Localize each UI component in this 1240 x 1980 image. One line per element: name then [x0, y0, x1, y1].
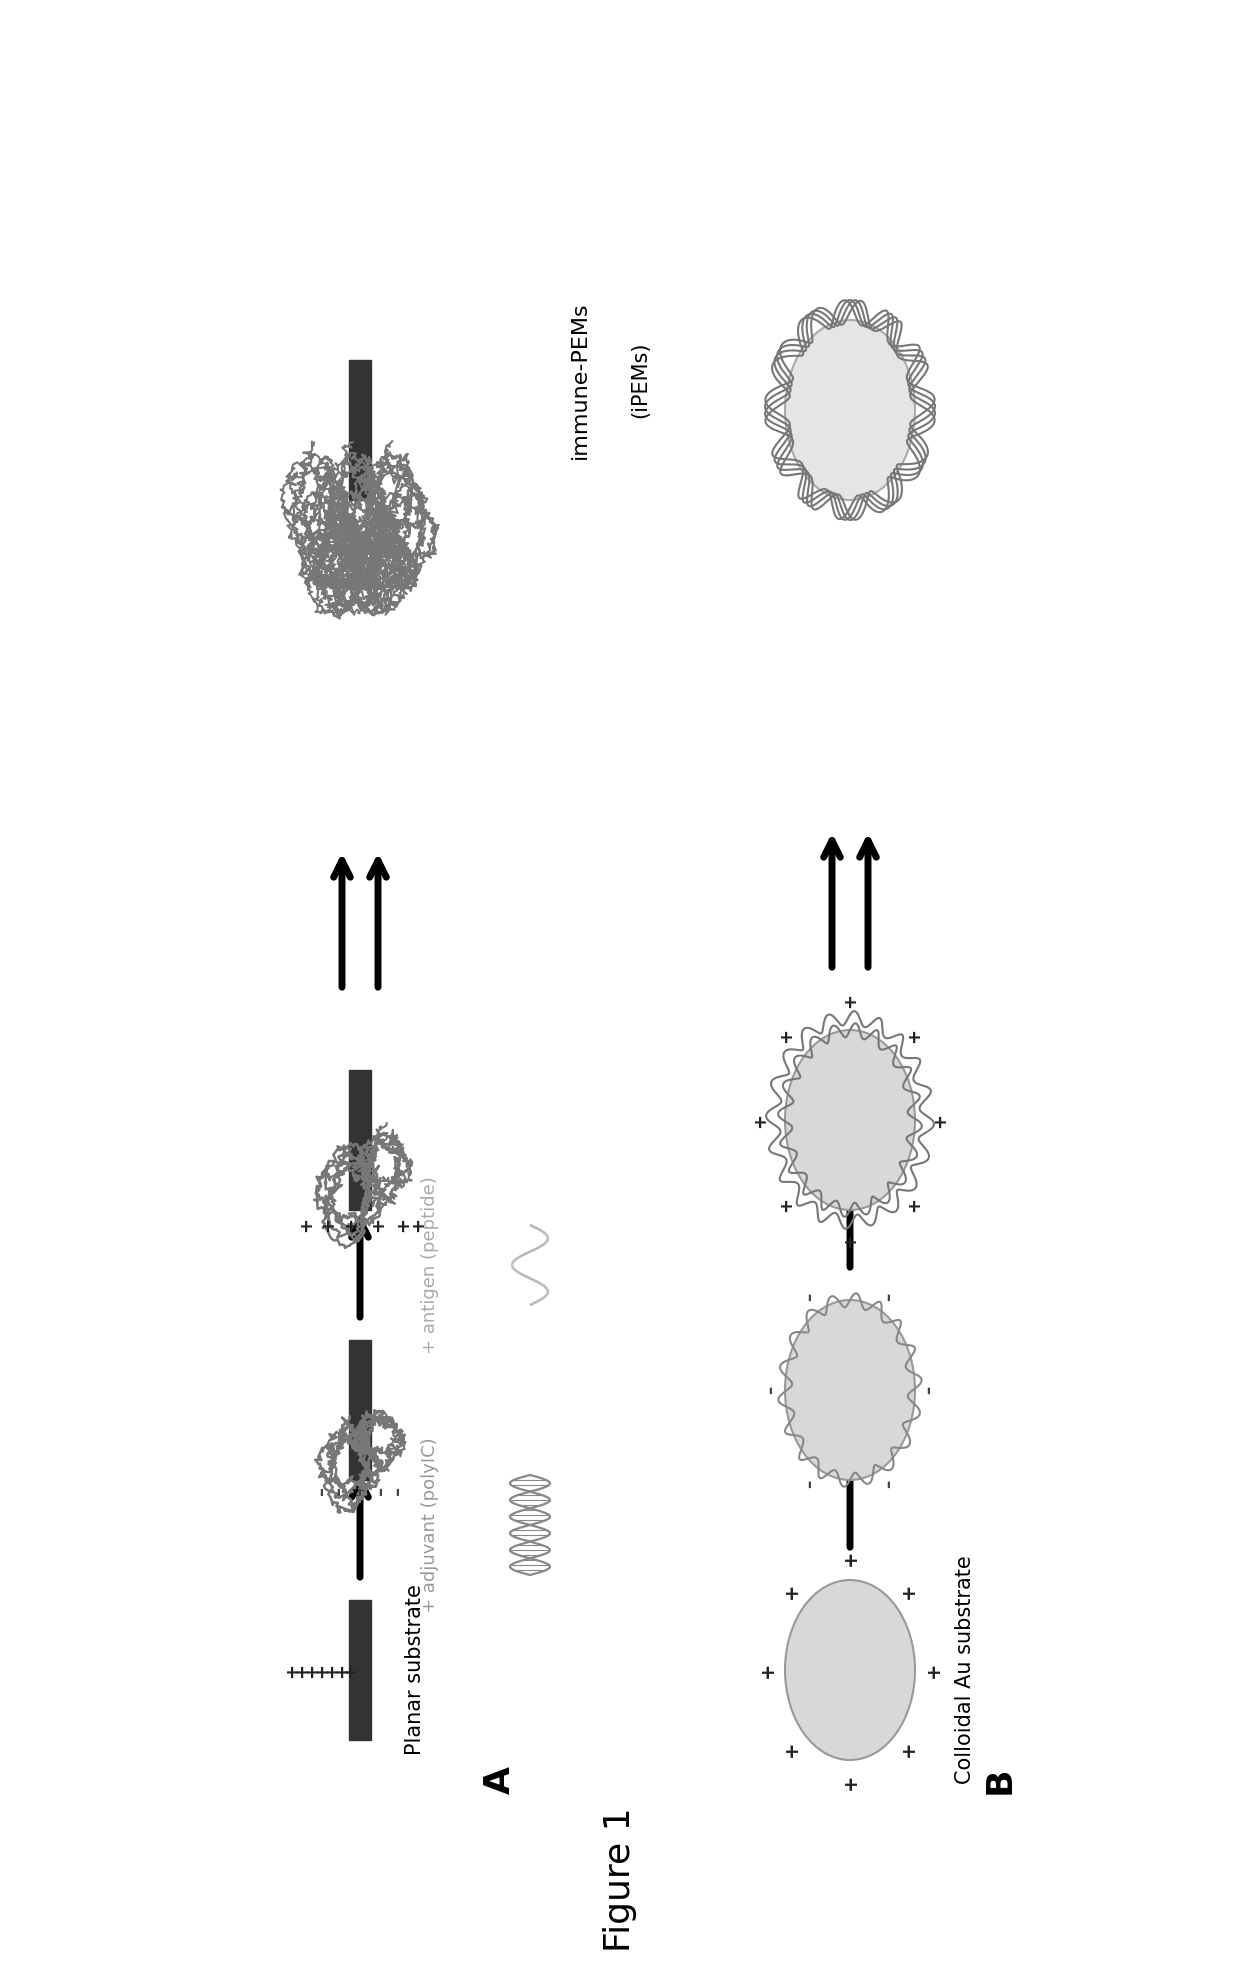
- Text: + adjuvant (polyIC): + adjuvant (polyIC): [422, 1437, 439, 1614]
- Text: –: –: [920, 1386, 937, 1394]
- Text: +: +: [781, 1740, 801, 1758]
- Text: –: –: [330, 1485, 348, 1495]
- Text: +: +: [370, 1218, 387, 1232]
- Text: –: –: [351, 1485, 370, 1495]
- Text: + antigen (peptide): + antigen (peptide): [422, 1176, 439, 1354]
- Text: +: +: [781, 1582, 801, 1600]
- Ellipse shape: [785, 321, 915, 501]
- Text: +: +: [320, 1218, 337, 1232]
- Text: Figure 1: Figure 1: [603, 1808, 637, 1952]
- Text: –: –: [801, 1479, 820, 1487]
- Text: –: –: [389, 1485, 408, 1495]
- Text: +: +: [298, 1218, 315, 1232]
- Text: Colloidal Au substrate: Colloidal Au substrate: [955, 1556, 975, 1784]
- Text: +: +: [324, 1663, 341, 1677]
- Polygon shape: [348, 1600, 371, 1740]
- Text: B: B: [983, 1766, 1017, 1794]
- Text: +: +: [409, 1218, 428, 1232]
- Text: –: –: [880, 1293, 899, 1301]
- Text: –: –: [763, 1386, 780, 1394]
- Ellipse shape: [785, 1030, 915, 1210]
- Text: +: +: [841, 992, 859, 1008]
- Text: +: +: [284, 1663, 301, 1677]
- Text: immune-PEMs: immune-PEMs: [570, 301, 590, 459]
- Text: A: A: [484, 1766, 517, 1794]
- Text: +: +: [394, 1218, 412, 1232]
- Polygon shape: [348, 1069, 371, 1210]
- Text: +: +: [905, 1198, 923, 1212]
- Text: –: –: [880, 1479, 899, 1487]
- Text: +: +: [924, 1661, 942, 1679]
- Text: –: –: [372, 1485, 391, 1495]
- Ellipse shape: [785, 1301, 915, 1479]
- Polygon shape: [348, 360, 371, 501]
- Text: +: +: [899, 1740, 918, 1758]
- Text: +: +: [342, 1218, 360, 1232]
- Text: +: +: [341, 1663, 360, 1677]
- Text: +: +: [777, 1028, 795, 1043]
- Text: +: +: [841, 1232, 859, 1247]
- Text: +: +: [777, 1198, 795, 1212]
- Ellipse shape: [785, 1580, 915, 1760]
- Text: +: +: [931, 1113, 949, 1127]
- Text: +: +: [841, 1774, 859, 1790]
- Text: +: +: [314, 1663, 331, 1677]
- Text: +: +: [751, 1113, 769, 1127]
- Text: +: +: [758, 1661, 776, 1679]
- Text: +: +: [905, 1028, 923, 1043]
- Text: +: +: [294, 1663, 311, 1677]
- Polygon shape: [348, 1340, 371, 1479]
- Text: +: +: [304, 1663, 321, 1677]
- Text: Planar substrate: Planar substrate: [405, 1584, 425, 1756]
- Text: (iPEMs): (iPEMs): [630, 343, 650, 418]
- Text: +: +: [841, 1550, 859, 1566]
- Text: –: –: [801, 1293, 820, 1301]
- Text: +: +: [899, 1582, 918, 1600]
- Text: –: –: [312, 1485, 331, 1495]
- Text: +: +: [334, 1663, 351, 1677]
